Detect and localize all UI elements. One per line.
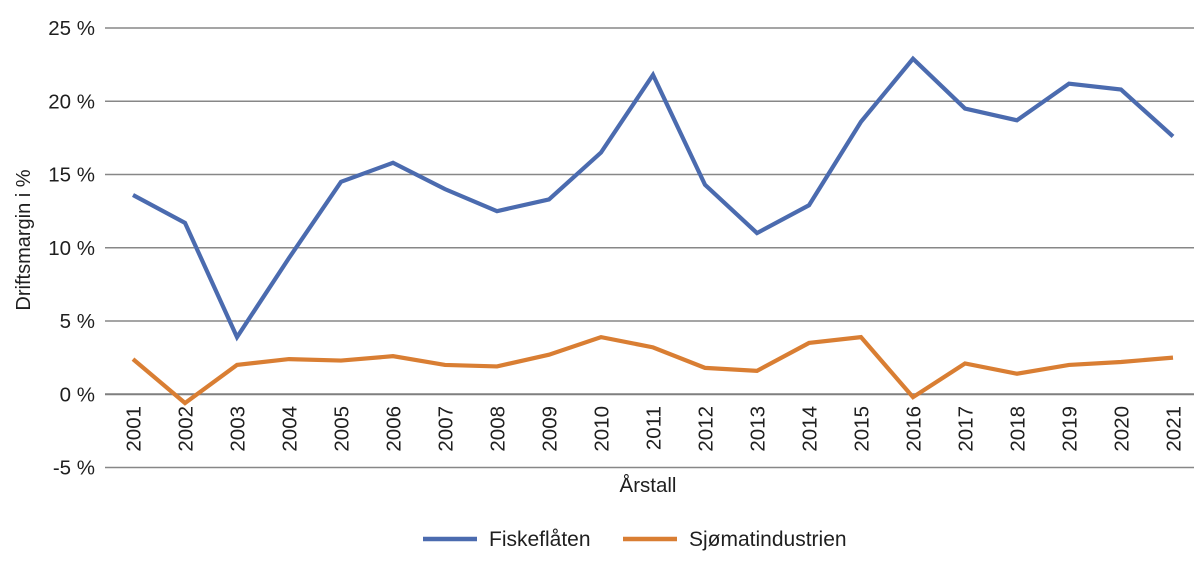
x-axis-tick-label: 2001	[123, 406, 146, 452]
x-axis-tick-label: 2006	[383, 406, 406, 452]
x-axis-tick-label: 2021	[1163, 406, 1186, 452]
x-axis-tick-label: 2008	[487, 406, 510, 452]
x-axis-tick-label: 2020	[1111, 406, 1134, 452]
x-axis-tick-label: 2015	[851, 406, 874, 452]
y-axis-tick-label: 15 %	[48, 164, 95, 187]
x-axis-tick-label: 2014	[799, 406, 822, 452]
x-axis-tick-label: 2013	[747, 406, 770, 452]
legend-label: Sjømatindustrien	[689, 528, 847, 551]
x-axis-tick-label: 2019	[1059, 406, 1082, 452]
y-axis-tick-label: 5 %	[60, 310, 95, 333]
x-axis-tick-label: 2010	[591, 406, 614, 452]
x-axis-title: Årstall	[620, 474, 677, 497]
x-axis-tick-label: 2002	[175, 406, 198, 452]
series-line-sj-matindustrien	[131, 334, 1174, 406]
x-axis-tick-label: 2011	[643, 406, 666, 450]
x-axis-tick-label: 2017	[955, 406, 978, 452]
x-axis-tick-label: 2012	[695, 406, 718, 452]
y-axis-tick-label: 20 %	[48, 90, 95, 113]
x-axis-tick-label: 2016	[903, 406, 926, 452]
y-axis-tick-label: 0 %	[60, 383, 95, 406]
y-axis-title: Driftsmargin i %	[13, 169, 35, 310]
series-line-fiskefl-ten	[132, 55, 1175, 342]
x-axis-tick-label: 2004	[279, 406, 302, 452]
legend-label: Fiskeflåten	[489, 528, 591, 551]
x-axis-tick-label: 2005	[331, 406, 354, 452]
x-axis-tick-label: 2003	[227, 406, 250, 452]
y-axis-tick-label: -5 %	[53, 457, 95, 480]
x-axis-tick-label: 2009	[539, 406, 562, 452]
y-axis-tick-label: 10 %	[48, 237, 95, 260]
x-axis-tick-label: 2007	[435, 406, 458, 452]
x-axis-tick-label: 2018	[1007, 406, 1030, 452]
y-axis-tick-label: 25 %	[48, 17, 95, 40]
